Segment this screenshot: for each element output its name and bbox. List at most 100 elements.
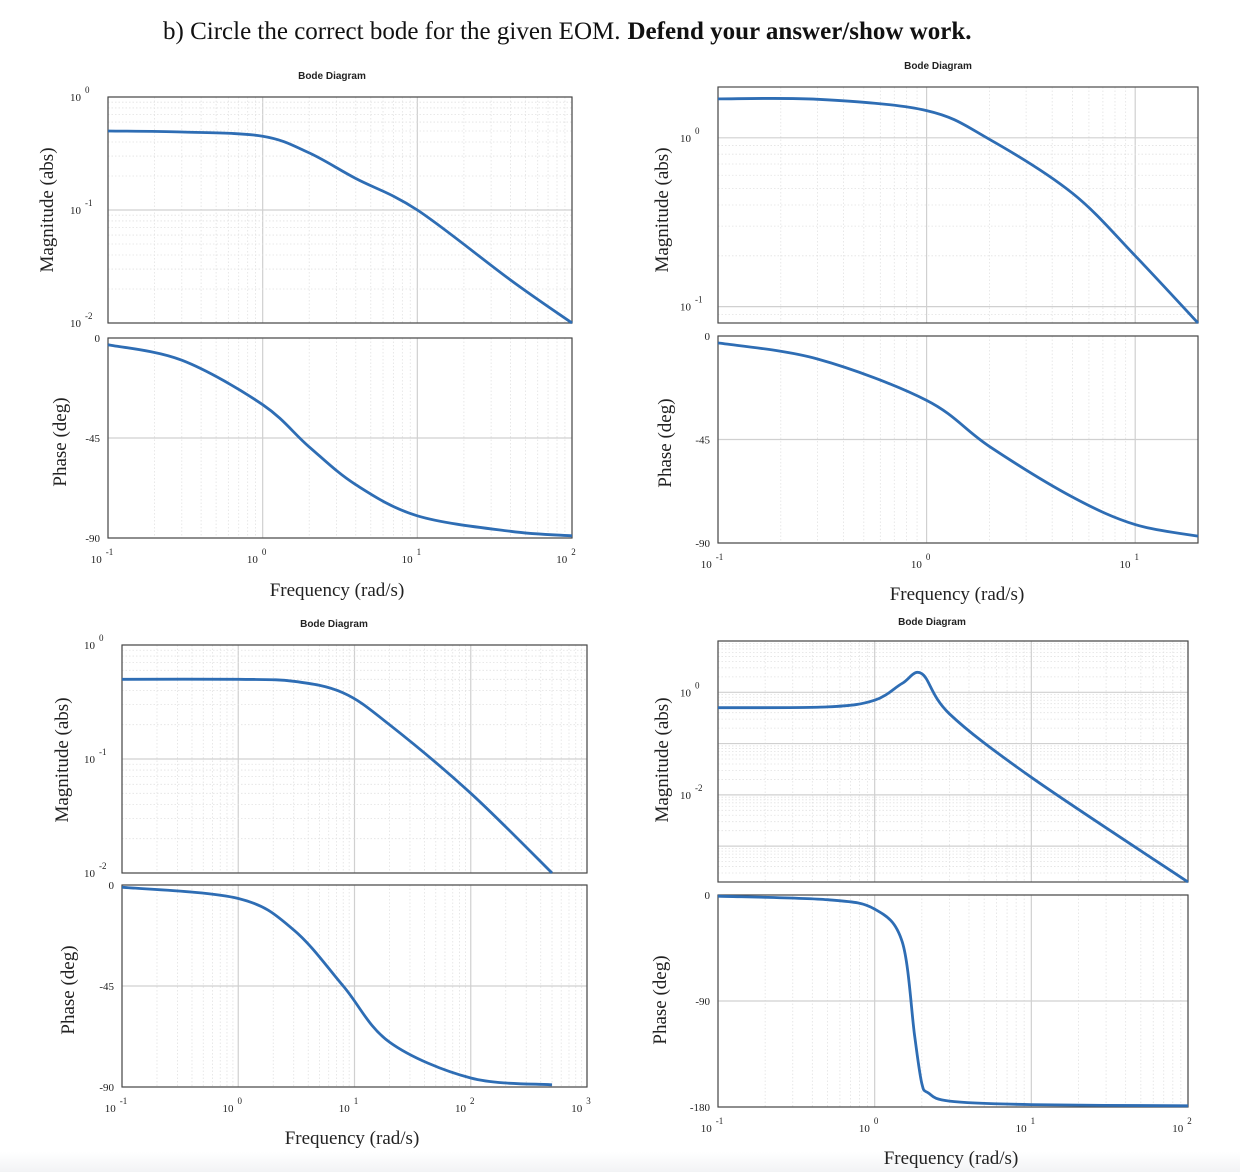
- bode-a-phase-x-tick-label-exponent: 2: [571, 547, 576, 557]
- bode-b-phase-y-tick-label: -45: [695, 435, 710, 447]
- bode-d-magnitude-ylabel: Magnitude (abs): [652, 697, 673, 822]
- bode-c-phase-series-line: [121, 885, 553, 1087]
- bode-d-phase-x-tick-label-exponent: -1: [716, 1116, 724, 1126]
- bode-c-xlabel: Frequency (rad/s): [285, 1128, 420, 1149]
- bode-a-magnitude-y-tick-label-base: 10: [70, 318, 82, 330]
- bode-b-phase-x-tick-label-base: 10: [1119, 559, 1131, 571]
- bode-b-magnitude-y-tick-label-exponent: -1: [695, 295, 703, 305]
- bode-c-phase-axes-frame: [121, 884, 588, 1088]
- bode-b-phase-x-tick-label-base: 10: [701, 559, 713, 571]
- bode-d-phase-y-tick-label: -90: [695, 996, 710, 1008]
- bode-d-phase-axes-frame: [717, 894, 1189, 1108]
- bode-c-magnitude-y-tick-label-base: 10: [84, 754, 96, 766]
- bode-a-magnitude-ylabel: Magnitude (abs): [37, 147, 58, 272]
- bode-a-magnitude-y-tick-label: 100: [70, 85, 90, 104]
- bode-d-phase-x-tick-label-exponent: 2: [1187, 1116, 1192, 1126]
- bode-c-phase-y-tick-label: 0: [109, 880, 115, 892]
- bode-a-magnitude-y-tick-label-exponent: 0: [85, 85, 90, 95]
- bode-c-phase-x-tick-label: 101: [339, 1096, 359, 1115]
- bode-a-phase-y-ticks: 0 -45 -90: [85, 333, 100, 545]
- bode-a-phase-y-tick-label: -45: [85, 433, 100, 445]
- bode-a-phase-x-tick-label-exponent: 0: [262, 547, 267, 557]
- bode-c-phase-x-tick-label-exponent: 2: [470, 1096, 475, 1106]
- bode-c-phase-x-tick-label-base: 10: [223, 1103, 235, 1115]
- bode-d-magnitude-y-tick-label-base: 10: [680, 687, 692, 699]
- bode-a-phase-x-tick-label: 101: [402, 547, 422, 566]
- bode-a-phase-x-tick-label-base: 10: [91, 554, 103, 566]
- bode-plots-group: Bode Diagram10010-110-20-45-9010-1100101…: [37, 61, 1200, 1169]
- bode-b-magnitude-axes-frame: [717, 86, 1199, 324]
- bode-b-title: Bode Diagram: [904, 61, 972, 72]
- bode-d-phase-x-tick-label-base: 10: [1172, 1123, 1184, 1135]
- question-emphasis: Defend your answer/show work.: [627, 18, 971, 45]
- bode-d-phase-x-tick-label-base: 10: [1016, 1123, 1028, 1135]
- bode-b-magnitude-ylabel: Magnitude (abs): [652, 147, 673, 272]
- bode-b-magnitude-y-tick-label-base: 10: [680, 133, 692, 145]
- bode-c-magnitude-ylabel: Magnitude (abs): [52, 697, 73, 822]
- bode-c-magnitude-y-tick-label-exponent: -2: [99, 861, 107, 871]
- bode-d-panel: Bode Diagram10010-20-90-18010-1100101102…: [650, 617, 1192, 1169]
- bode-b-phase-axes-frame: [717, 335, 1199, 544]
- bode-d-phase-x-tick-label-base: 10: [859, 1123, 871, 1135]
- bode-c-phase-x-tick-label-base: 10: [339, 1103, 351, 1115]
- bode-d-magnitude-series-line: [717, 671, 1189, 884]
- bode-a-phase-x-tick-label-exponent: 1: [417, 547, 422, 557]
- bode-c-magnitude-series-line: [121, 677, 553, 874]
- bode-a-phase-x-tick-label: 102: [556, 547, 576, 566]
- bode-c-phase-y-tick-label: -45: [99, 981, 114, 993]
- bode-d-phase-x-tick-label: 100: [859, 1116, 879, 1135]
- bode-b-phase-y-ticks: 0 -45 -90: [695, 331, 710, 550]
- bode-d-magnitude-y-tick-label: 100: [680, 680, 700, 699]
- bode-b-phase-series-line: [717, 341, 1199, 538]
- bode-a-magnitude-axes-frame: [107, 96, 573, 324]
- page-bottom-shade: [0, 1152, 1240, 1172]
- bode-c-magnitude-y-tick-label: 10-2: [84, 861, 107, 880]
- bode-a-magnitude-series-line: [107, 129, 573, 325]
- bode-d-title: Bode Diagram: [898, 617, 966, 628]
- bode-a-phase-y-tick-label: -90: [85, 533, 100, 545]
- bode-d-phase-y-tick-label: 0: [705, 890, 711, 902]
- bode-b-phase-y-tick-label: 0: [705, 331, 711, 343]
- bode-a-magnitude-y-tick-label-base: 10: [70, 92, 82, 104]
- bode-a-magnitude-y-tick-label: 10-1: [70, 198, 93, 217]
- bode-b-panel: Bode Diagram10010-10-45-9010-1100101Freq…: [652, 61, 1200, 605]
- bode-a-xlabel: Frequency (rad/s): [270, 580, 405, 601]
- question-heading: b) Circle the correct bode for the given…: [163, 18, 971, 45]
- bode-a-phase-x-tick-label: 100: [247, 547, 267, 566]
- bode-c-phase-x-tick-label-base: 10: [105, 1103, 117, 1115]
- bode-d-magnitude-y-tick-label-base: 10: [680, 790, 692, 802]
- bode-c-title: Bode Diagram: [300, 619, 368, 630]
- bode-d-phase-y-tick-label: -180: [690, 1102, 711, 1114]
- bode-b-phase-x-tick-label-base: 10: [911, 559, 923, 571]
- bode-d-magnitude-axes-frame: [717, 640, 1189, 883]
- bode-b-magnitude-series-line: [717, 96, 1200, 324]
- bode-b-phase-x-tick-label: 101: [1119, 552, 1139, 571]
- bode-a-phase-x-tick-label: 10-1: [91, 547, 114, 566]
- bode-c-magnitude-axes-frame: [121, 644, 588, 874]
- bode-d-phase-x-tick-label-exponent: 0: [874, 1116, 879, 1126]
- bode-a-phase-x-tick-label-base: 10: [556, 554, 568, 566]
- bode-a-panel: Bode Diagram10010-110-20-45-9010-1100101…: [37, 71, 576, 601]
- bode-c-phase-x-tick-label-exponent: -1: [120, 1096, 128, 1106]
- bode-c-phase-ylabel: Phase (deg): [58, 945, 79, 1034]
- bode-c-phase-x-tick-label-exponent: 3: [586, 1096, 591, 1106]
- bode-c-phase-x-tick-label: 102: [455, 1096, 475, 1115]
- bode-c-phase-y-ticks: 0 -45 -90: [99, 880, 114, 1094]
- bode-c-panel: Bode Diagram10010-110-20-45-9010-1100101…: [52, 619, 591, 1149]
- bode-a-phase-ylabel: Phase (deg): [50, 397, 71, 486]
- bode-c-magnitude-y-tick-label-exponent: 0: [99, 633, 104, 643]
- bode-b-phase-x-tick-label-exponent: 1: [1134, 552, 1139, 562]
- bode-b-phase-x-tick-label-exponent: 0: [926, 552, 931, 562]
- bode-c-phase-x-tick-label: 100: [223, 1096, 243, 1115]
- bode-c-magnitude-y-tick-label: 100: [84, 633, 104, 652]
- bode-a-phase-x-tick-label-base: 10: [402, 554, 414, 566]
- bode-d-magnitude-y-tick-label-exponent: 0: [695, 680, 700, 690]
- bode-d-phase-y-ticks: 0 -90 -180: [690, 890, 711, 1114]
- bode-b-phase-x-tick-label-exponent: -1: [716, 552, 724, 562]
